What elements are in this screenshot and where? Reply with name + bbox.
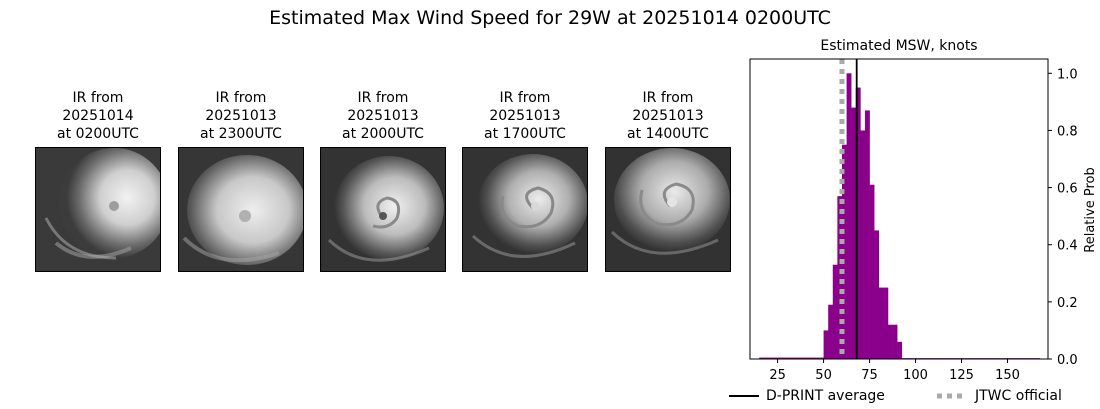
chart-title: Estimated MSW, knots — [820, 38, 977, 54]
histogram-bar — [809, 357, 815, 359]
histogram-bar — [874, 230, 880, 359]
ir-panel-time: at 1700UTC — [484, 126, 566, 142]
legend-item-dprint: D-PRINT average — [726, 386, 885, 406]
ir-image — [462, 147, 588, 272]
ir-panel-time: at 2000UTC — [342, 126, 424, 142]
histogram-bar — [864, 110, 870, 359]
ir-panel-time: at 0200UTC — [57, 126, 139, 142]
y-axis-label: Relative Prob — [1083, 167, 1098, 252]
y-tick-label: 0.0 — [1057, 353, 1078, 368]
ir-panel-date: 20251013 — [347, 108, 419, 124]
y-tick-label: 0.8 — [1057, 124, 1078, 139]
figure-title: Estimated Max Wind Speed for 29W at 2025… — [269, 7, 831, 29]
histogram-bar — [768, 357, 774, 359]
histogram-bar — [772, 357, 778, 359]
histogram-bar — [782, 357, 788, 359]
histogram-bar — [818, 357, 824, 359]
histogram-bar — [855, 87, 861, 360]
y-tick-label: 0.2 — [1057, 296, 1078, 311]
histogram-bar — [832, 264, 838, 359]
x-tick-label: 125 — [949, 368, 974, 383]
x-tick-label: 50 — [815, 368, 832, 383]
histogram-bar — [860, 130, 866, 359]
histogram-bar — [805, 357, 811, 359]
histogram-bar — [823, 330, 829, 359]
histogram-bar — [791, 357, 797, 359]
ir-panel-title: IR from 20251013 at 1400UTC — [585, 89, 751, 143]
legend-label: D-PRINT average — [766, 388, 885, 404]
ir-panel-title: IR from 20251013 at 2000UTC — [300, 89, 466, 143]
ir-panel-label: IR from — [215, 90, 267, 106]
reference-lines — [839, 59, 858, 359]
ir-panel-date: 20251014 — [62, 108, 134, 124]
histogram-bar — [763, 357, 769, 359]
ir-panel-label: IR from — [72, 90, 124, 106]
histogram-bar — [846, 73, 852, 360]
ir-image — [320, 147, 446, 272]
solid-line-icon — [729, 395, 759, 397]
y-tick-label: 0.4 — [1057, 239, 1078, 254]
ir-panel-date: 20251013 — [489, 108, 561, 124]
x-axis: 25 50 75 100 125 150 — [769, 359, 1020, 383]
legend-item-jtwc: JTWC official — [931, 386, 1062, 406]
histogram-bar — [897, 341, 903, 359]
ir-panel-label: IR from — [642, 90, 694, 106]
histogram-bar — [869, 184, 875, 359]
histogram-bar — [828, 304, 834, 359]
histogram-bars — [759, 73, 1041, 360]
x-tick-label: 75 — [861, 368, 878, 383]
histogram-bar — [892, 324, 898, 359]
ir-panel-label: IR from — [499, 90, 551, 106]
ir-panel-date: 20251013 — [632, 108, 704, 124]
ir-image — [605, 147, 731, 272]
histogram-bar — [786, 357, 792, 359]
x-tick-label: 100 — [903, 368, 928, 383]
y-tick-label: 1.0 — [1057, 67, 1078, 82]
ir-panel-date: 20251013 — [205, 108, 277, 124]
ir-panel-title: IR from 20251013 at 1700UTC — [442, 89, 608, 143]
plot-frame — [749, 58, 1049, 360]
histogram-bar — [851, 107, 857, 359]
histogram-bar — [837, 196, 843, 359]
histogram-bar — [795, 357, 801, 359]
ir-panel-label: IR from — [357, 90, 409, 106]
histogram-bar — [878, 287, 884, 359]
x-tick-label: 150 — [995, 368, 1020, 383]
histogram-bar — [883, 287, 889, 359]
ir-image — [35, 147, 161, 272]
histogram-bar — [759, 357, 765, 359]
ir-panel-title: IR from 20251013 at 2300UTC — [158, 89, 324, 143]
ir-panel-title: IR from 20251014 at 0200UTC — [15, 89, 181, 143]
legend-label: JTWC official — [975, 388, 1062, 404]
ir-panel-time: at 2300UTC — [200, 126, 282, 142]
y-axis: 0.0 0.2 0.4 0.6 0.8 1.0 — [1048, 67, 1078, 368]
histogram-bar — [777, 357, 783, 359]
ir-panel-time: at 1400UTC — [627, 126, 709, 142]
histogram-bar — [814, 357, 820, 359]
histogram-bar — [800, 357, 806, 359]
y-tick-label: 0.6 — [1057, 182, 1078, 197]
x-tick-label: 25 — [769, 368, 786, 383]
dotted-line-icon — [937, 393, 967, 399]
ir-image — [178, 147, 304, 272]
histogram-bar — [887, 324, 893, 359]
